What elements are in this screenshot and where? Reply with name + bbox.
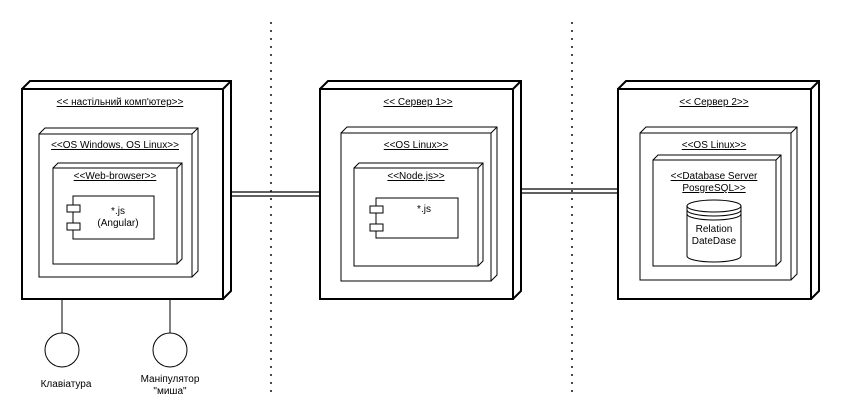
node-database-server-line1: <<Database Server bbox=[671, 171, 758, 182]
node-server-2-label: << Сервер 2>> bbox=[679, 97, 748, 108]
node-database-server-line2: PosgreSQL>> bbox=[682, 183, 746, 194]
keyboard-label: Клавіатура bbox=[41, 379, 92, 390]
component-angular-js[interactable]: *.js (Angular) bbox=[66, 195, 155, 240]
node-web-browser-label: <<Web-browser>> bbox=[74, 171, 157, 182]
device-mouse[interactable]: Маніпулятор "миша" bbox=[141, 299, 200, 397]
mouse-label-line2: "миша" bbox=[153, 386, 187, 397]
node-server-2-os[interactable]: <<OS Linux>> <<Database Server PosgreSQL… bbox=[639, 126, 798, 281]
node-desktop[interactable]: << настільний комп'ютер>> <<OS Windows, … bbox=[21, 80, 232, 300]
component-server-js-label: *.js bbox=[417, 204, 431, 215]
node-server-1-os[interactable]: <<OS Linux>> <<Node.js>> *.js bbox=[340, 126, 498, 282]
database-label-line2: DateDase bbox=[692, 236, 737, 247]
component-angular-line1: *.js bbox=[111, 206, 125, 217]
keyboard-device-icon bbox=[44, 332, 80, 368]
mouse-device-icon bbox=[152, 332, 188, 368]
connection-desktop-server1 bbox=[223, 191, 320, 197]
node-desktop-os-label: <<OS Windows, OS Linux>> bbox=[51, 140, 179, 151]
node-server-1-label: << Сервер 1>> bbox=[383, 97, 452, 108]
node-desktop-os[interactable]: <<OS Windows, OS Linux>> <<Web-browser>>… bbox=[38, 127, 199, 278]
device-keyboard[interactable]: Клавіатура bbox=[41, 299, 92, 390]
component-angular-line2: (Angular) bbox=[97, 218, 138, 229]
connection-server1-server2 bbox=[521, 188, 618, 194]
node-server-1[interactable]: << Сервер 1>> <<OS Linux>> <<Node.js>> *… bbox=[319, 80, 522, 300]
node-server-2[interactable]: << Сервер 2>> <<OS Linux>> <<Database Se… bbox=[617, 80, 820, 300]
node-web-browser[interactable]: <<Web-browser>> *.js (Angular) bbox=[52, 162, 183, 265]
node-desktop-label: << настільний комп'ютер>> bbox=[57, 97, 184, 108]
component-server-js[interactable]: *.js bbox=[369, 197, 459, 239]
node-nodejs[interactable]: <<Node.js>> *.js bbox=[353, 162, 484, 267]
node-server-1-os-label: <<OS Linux>> bbox=[384, 140, 449, 151]
node-database-server[interactable]: <<Database Server PosgreSQL>> Relation D… bbox=[652, 154, 782, 267]
node-server-2-os-label: <<OS Linux>> bbox=[682, 140, 747, 151]
database-cylinder-icon[interactable]: Relation DateDase bbox=[686, 199, 742, 263]
mouse-label-line1: Маніпулятор bbox=[141, 374, 200, 385]
database-label-line1: Relation bbox=[696, 224, 733, 235]
node-nodejs-label: <<Node.js>> bbox=[387, 171, 444, 182]
